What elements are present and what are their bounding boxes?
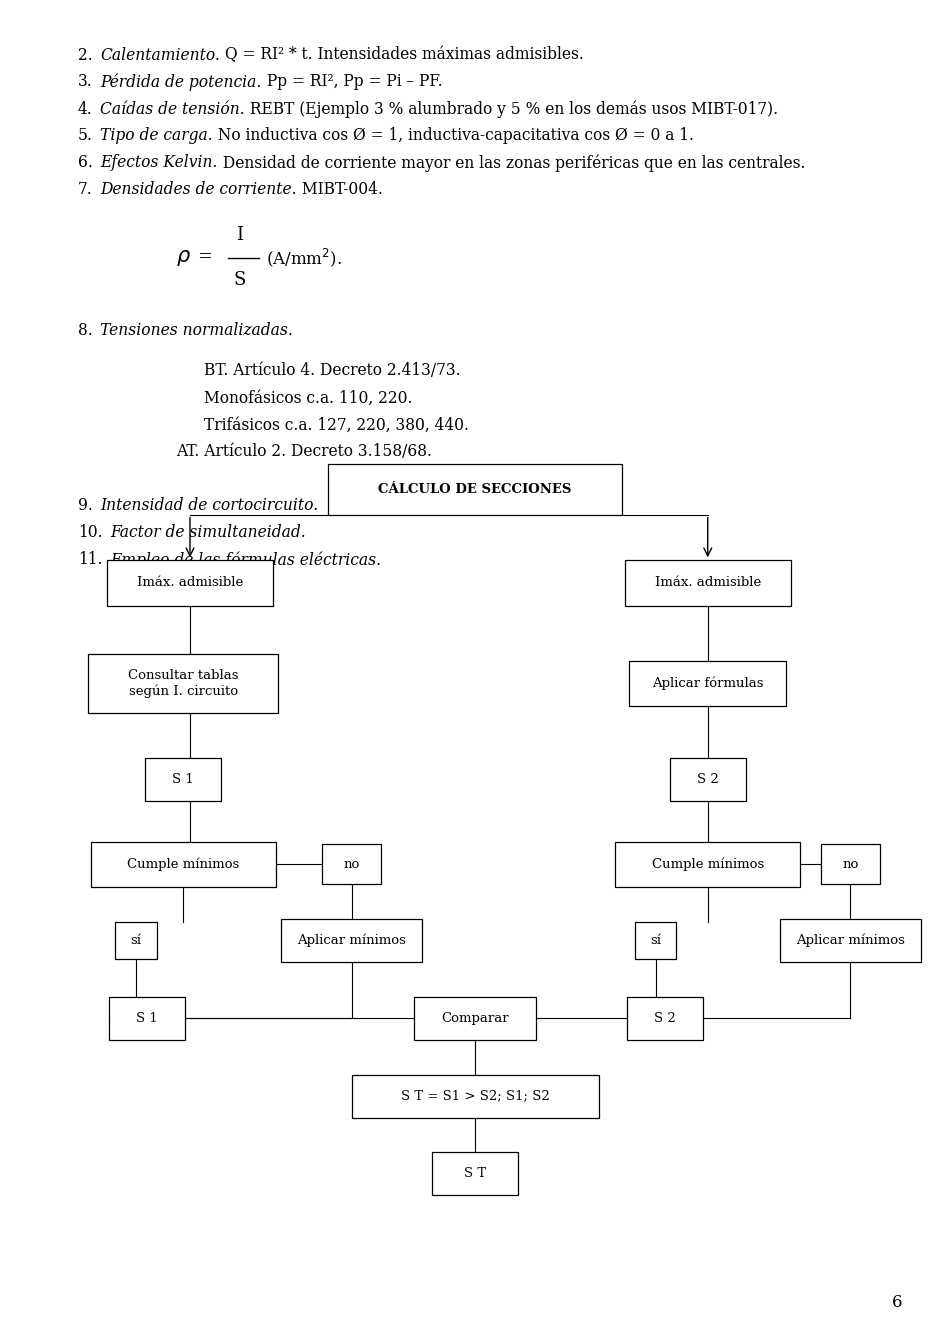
Text: 4.: 4. (78, 100, 93, 118)
Text: 5.: 5. (78, 127, 93, 145)
FancyBboxPatch shape (627, 997, 703, 1040)
Text: Cumple mínimos: Cumple mínimos (127, 858, 239, 871)
Text: Consultar tablas
según I. circuito: Consultar tablas según I. circuito (128, 669, 238, 698)
Text: sí: sí (130, 934, 142, 947)
Text: Comparar: Comparar (441, 1012, 509, 1025)
FancyBboxPatch shape (115, 922, 157, 959)
Text: 2.: 2. (78, 47, 93, 63)
Text: =: = (197, 248, 212, 267)
Text: Q = RI² * t. Intensidades máximas admisibles.: Q = RI² * t. Intensidades máximas admisi… (220, 47, 584, 63)
FancyBboxPatch shape (91, 842, 276, 887)
Text: MIBT-004.: MIBT-004. (296, 181, 383, 198)
FancyBboxPatch shape (432, 1152, 518, 1195)
Text: 6.: 6. (78, 154, 93, 172)
Text: S: S (234, 271, 246, 289)
Text: Intensidad de cortocircuito.: Intensidad de cortocircuito. (101, 497, 318, 515)
Text: AT. Artículo 2. Decreto 3.158/68.: AT. Artículo 2. Decreto 3.158/68. (176, 444, 431, 461)
Text: Densidades de corriente.: Densidades de corriente. (101, 181, 296, 198)
Text: Densidad de corriente mayor en las zonas periféricas que en las centrales.: Densidad de corriente mayor en las zonas… (218, 154, 806, 172)
Text: Aplicar fórmulas: Aplicar fórmulas (652, 677, 764, 690)
Text: Pp = RI², Pp = Pi – PF.: Pp = RI², Pp = Pi – PF. (261, 74, 442, 91)
Text: Imáx. admisible: Imáx. admisible (655, 576, 761, 590)
Text: Factor de simultaneidad.: Factor de simultaneidad. (110, 524, 306, 541)
Text: REBT (Ejemplo 3 % alumbrado y 5 % en los demás usos MIBT-017).: REBT (Ejemplo 3 % alumbrado y 5 % en los… (245, 100, 778, 118)
Text: Tensiones normalizadas.: Tensiones normalizadas. (101, 322, 293, 339)
FancyBboxPatch shape (821, 844, 880, 884)
FancyBboxPatch shape (780, 919, 921, 962)
Text: $\rho$: $\rho$ (176, 248, 191, 268)
FancyBboxPatch shape (414, 997, 536, 1040)
Text: 10.: 10. (78, 524, 103, 541)
Text: (A/mm$^2$).: (A/mm$^2$). (266, 247, 342, 269)
Text: no: no (842, 858, 859, 871)
Text: no: no (343, 858, 360, 871)
FancyBboxPatch shape (670, 758, 746, 801)
FancyBboxPatch shape (625, 560, 790, 606)
Text: 11.: 11. (78, 551, 103, 568)
FancyBboxPatch shape (281, 919, 422, 962)
FancyBboxPatch shape (109, 997, 185, 1040)
Text: S 2: S 2 (697, 773, 718, 787)
Text: 3.: 3. (78, 74, 93, 91)
Text: Aplicar mínimos: Aplicar mínimos (297, 934, 406, 947)
FancyBboxPatch shape (322, 844, 381, 884)
Text: Calentamiento.: Calentamiento. (101, 47, 220, 63)
Text: S 1: S 1 (173, 773, 194, 787)
Text: BT. Artículo 4. Decreto 2.413/73.: BT. Artículo 4. Decreto 2.413/73. (204, 362, 461, 379)
Text: 9.: 9. (78, 497, 93, 515)
Text: Tipo de carga.: Tipo de carga. (101, 127, 213, 145)
Text: 8.: 8. (78, 322, 93, 339)
Text: Caídas de tensión.: Caídas de tensión. (101, 100, 245, 118)
Text: S 1: S 1 (137, 1012, 158, 1025)
FancyBboxPatch shape (328, 464, 622, 515)
Text: S T = S1 > S2; S1; S2: S T = S1 > S2; S1; S2 (401, 1089, 549, 1103)
Text: Imáx. admisible: Imáx. admisible (137, 576, 243, 590)
Text: 7.: 7. (78, 181, 93, 198)
FancyBboxPatch shape (629, 661, 787, 706)
Text: Empleo de las fórmulas eléctricas.: Empleo de las fórmulas eléctricas. (110, 551, 381, 568)
FancyBboxPatch shape (352, 1075, 598, 1118)
Text: Monofásicos c.a. 110, 220.: Monofásicos c.a. 110, 220. (204, 390, 412, 406)
Text: 6: 6 (892, 1293, 902, 1311)
Text: Efectos Kelvin.: Efectos Kelvin. (101, 154, 218, 172)
Text: S 2: S 2 (655, 1012, 675, 1025)
FancyBboxPatch shape (635, 922, 676, 959)
FancyBboxPatch shape (88, 654, 278, 713)
Text: S T: S T (464, 1167, 486, 1181)
FancyBboxPatch shape (145, 758, 221, 801)
Text: No inductiva cos Ø = 1, inductiva-capacitativa cos Ø = 0 a 1.: No inductiva cos Ø = 1, inductiva-capaci… (213, 127, 694, 145)
Text: CÁLCULO DE SECCIONES: CÁLCULO DE SECCIONES (378, 482, 572, 496)
Text: Pérdida de potencia.: Pérdida de potencia. (101, 74, 261, 91)
Text: sí: sí (650, 934, 661, 947)
Text: Cumple mínimos: Cumple mínimos (652, 858, 764, 871)
FancyBboxPatch shape (616, 842, 800, 887)
Text: I: I (237, 225, 243, 244)
Text: Aplicar mínimos: Aplicar mínimos (796, 934, 904, 947)
FancyBboxPatch shape (107, 560, 274, 606)
Text: Trifásicos c.a. 127, 220, 380, 440.: Trifásicos c.a. 127, 220, 380, 440. (204, 417, 469, 433)
